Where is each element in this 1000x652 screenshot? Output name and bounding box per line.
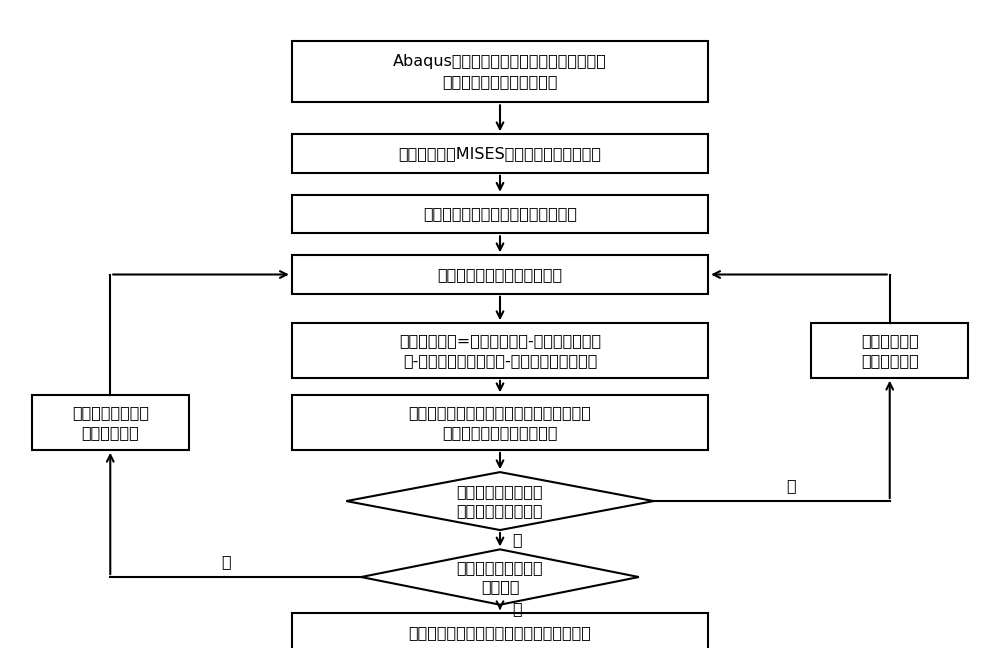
Bar bbox=[292, 395, 708, 450]
Text: 用弹性应变更新第二子步起始应力状态，计
算第二子步粘弹性应变增量: 用弹性应变更新第二子步起始应力状态，计 算第二子步粘弹性应变增量 bbox=[409, 405, 591, 440]
Text: 否: 否 bbox=[221, 554, 231, 569]
Text: 更新迭代步应力及状态变量，返回至主程序: 更新迭代步应力及状态变量，返回至主程序 bbox=[409, 625, 591, 640]
Polygon shape bbox=[361, 550, 639, 604]
Text: 否: 否 bbox=[787, 479, 796, 494]
Bar bbox=[292, 195, 708, 233]
Text: 是: 是 bbox=[512, 601, 522, 616]
Text: 减小子步步长
重新迭代计算: 减小子步步长 重新迭代计算 bbox=[861, 333, 919, 368]
Text: 计算第一子步粘弹性应变增量: 计算第一子步粘弹性应变增量 bbox=[437, 267, 563, 282]
Bar bbox=[292, 613, 708, 652]
Text: 子步步长总和等于迭
代步步长: 子步步长总和等于迭 代步步长 bbox=[457, 559, 543, 595]
Text: 是: 是 bbox=[512, 532, 522, 547]
Polygon shape bbox=[346, 472, 654, 530]
Text: 计算塑性应变增量、粘塑性应变增量: 计算塑性应变增量、粘塑性应变增量 bbox=[423, 207, 577, 222]
Bar bbox=[292, 323, 708, 378]
Bar bbox=[292, 134, 708, 173]
Text: 两个子步粘弹性应变
增量差值小于容许值: 两个子步粘弹性应变 增量差值小于容许值 bbox=[457, 484, 543, 518]
Text: Abaqus主程序传递上一迭代步的应力、应变
与本次迭代步的总应变增量: Abaqus主程序传递上一迭代步的应力、应变 与本次迭代步的总应变增量 bbox=[393, 54, 607, 89]
Bar bbox=[811, 323, 968, 378]
Bar bbox=[32, 395, 189, 450]
Text: 弹性应变增量=子步应变增量-子步塑性应变增
量-子步粘塑性应变增量-子步粘弹性应变增量: 弹性应变增量=子步应变增量-子步塑性应变增 量-子步粘塑性应变增量-子步粘弹性应… bbox=[399, 333, 601, 368]
Text: 计算试应力、MISES等效应力以及屈服函数: 计算试应力、MISES等效应力以及屈服函数 bbox=[399, 146, 602, 161]
Bar bbox=[292, 41, 708, 102]
Text: 更新子步应力应变
继续迭代计算: 更新子步应力应变 继续迭代计算 bbox=[72, 405, 149, 440]
Bar bbox=[292, 255, 708, 294]
